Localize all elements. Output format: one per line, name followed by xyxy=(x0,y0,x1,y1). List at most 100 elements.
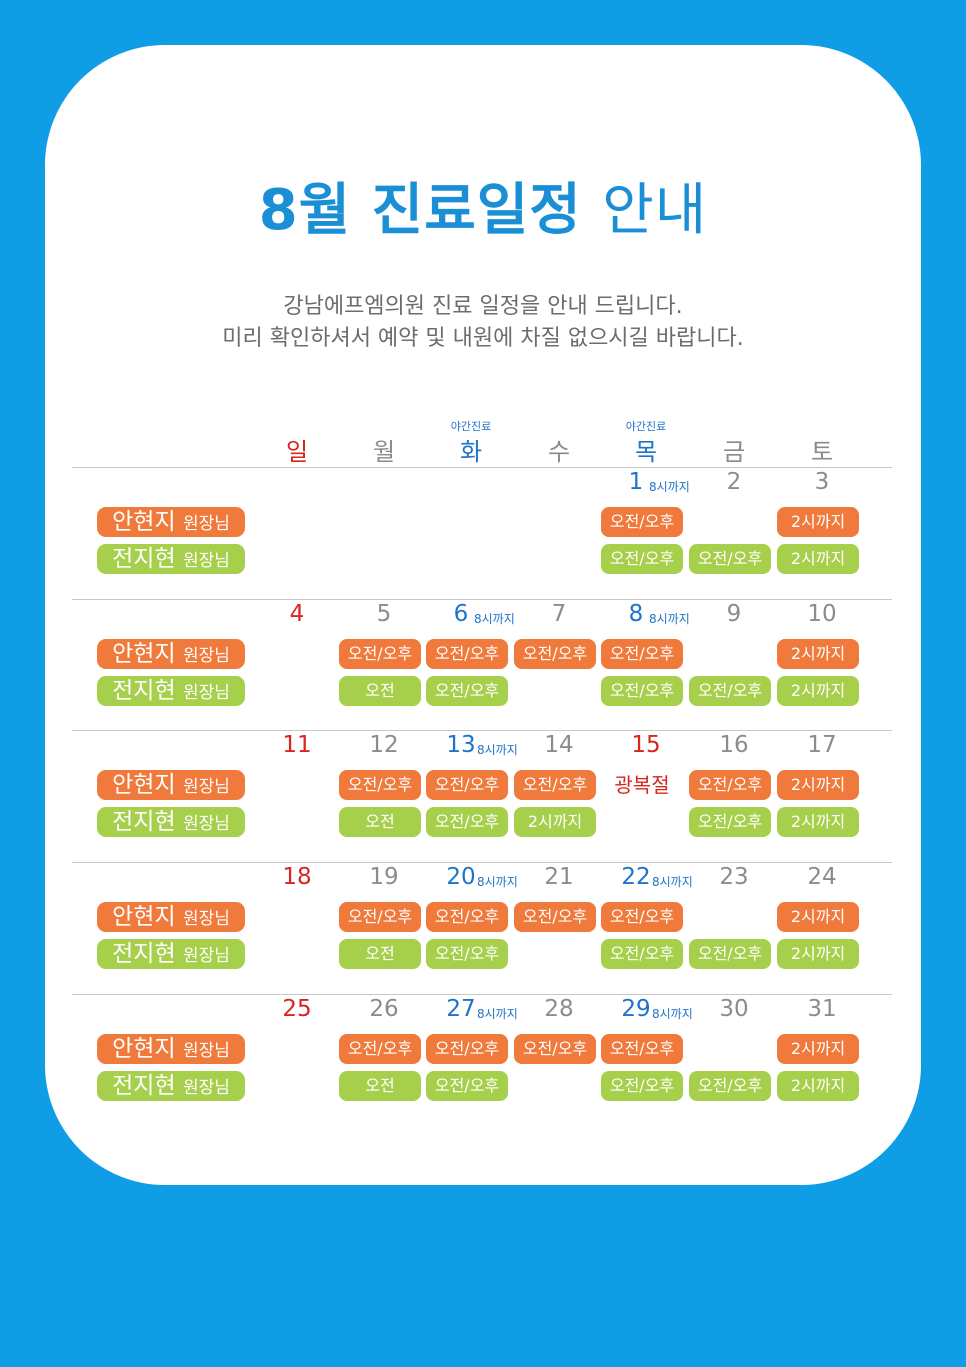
schedule-pill: 오전/오후 xyxy=(339,770,421,800)
day-number: 6 xyxy=(453,601,469,627)
doctor-name: 전지현 xyxy=(112,941,176,967)
schedule-pill: 오전/오후 xyxy=(339,1034,421,1064)
schedule-pill: 오전/오후 xyxy=(689,676,771,706)
night-clinic-label: 야간진료 xyxy=(625,420,667,433)
schedule-pill: 오전/오후 xyxy=(601,676,683,706)
page-title: 8월 진료일정 안내 xyxy=(0,165,966,246)
night-hours-note: 8시까지 xyxy=(477,875,518,889)
day-number: 24 xyxy=(807,864,837,890)
day-number: 27 xyxy=(446,996,476,1022)
doctor-title: 원장님 xyxy=(182,514,230,534)
day-number: 31 xyxy=(807,996,837,1022)
doctor-name: 전지현 xyxy=(112,678,176,704)
schedule-pill: 오전/오후 xyxy=(689,544,771,574)
schedule-pill: 오전/오후 xyxy=(514,1034,596,1064)
night-hours-note: 8시까지 xyxy=(652,875,693,889)
day-number: 26 xyxy=(369,996,399,1022)
day-number: 20 xyxy=(446,864,476,890)
night-hours-note: 8시까지 xyxy=(474,612,515,626)
schedule-card xyxy=(45,45,921,1185)
doctor-title: 원장님 xyxy=(182,1078,230,1098)
schedule-pill: 오전/오후 xyxy=(514,902,596,932)
schedule-pill: 오전/오후 xyxy=(601,939,683,969)
day-number: 19 xyxy=(369,864,399,890)
day-number: 2 xyxy=(726,469,742,495)
schedule-pill: 오전/오후 xyxy=(514,770,596,800)
schedule-pill: 2시까지 xyxy=(777,544,859,574)
night-hours-note: 8시까지 xyxy=(477,1007,518,1021)
doctor-label: 전지현 원장님 xyxy=(97,1071,245,1101)
day-number: 16 xyxy=(719,732,749,758)
day-number: 21 xyxy=(544,864,574,890)
schedule-pill: 오전 xyxy=(339,939,421,969)
doctor-name: 안현지 xyxy=(112,904,176,930)
schedule-pill: 오전/오후 xyxy=(601,507,683,537)
doctor-label: 전지현 원장님 xyxy=(97,544,245,574)
day-number: 30 xyxy=(719,996,749,1022)
day-number: 28 xyxy=(544,996,574,1022)
day-number: 18 xyxy=(282,864,312,890)
schedule-pill: 오전/오후 xyxy=(601,1034,683,1064)
weekday-5: 금 xyxy=(722,438,746,466)
weekday-4: 목 xyxy=(634,438,658,466)
schedule-pill: 오전/오후 xyxy=(601,902,683,932)
schedule-pill: 오전/오후 xyxy=(689,1071,771,1101)
day-number: 5 xyxy=(376,601,392,627)
day-number: 17 xyxy=(807,732,837,758)
doctor-name: 안현지 xyxy=(112,1036,176,1062)
day-number: 22 xyxy=(621,864,651,890)
schedule-pill: 2시까지 xyxy=(777,507,859,537)
doctor-title: 원장님 xyxy=(182,814,230,834)
week-separator xyxy=(72,862,892,863)
schedule-pill: 오전/오후 xyxy=(601,639,683,669)
weekday-6: 토 xyxy=(810,438,834,466)
doctor-name: 안현지 xyxy=(112,641,176,667)
day-number: 10 xyxy=(807,601,837,627)
day-number: 11 xyxy=(282,732,312,758)
day-number: 14 xyxy=(544,732,574,758)
schedule-pill: 오전/오후 xyxy=(601,544,683,574)
schedule-pill: 2시까지 xyxy=(777,770,859,800)
schedule-pill: 오전/오후 xyxy=(426,1034,508,1064)
weekday-0: 일 xyxy=(285,438,309,466)
day-number: 29 xyxy=(621,996,651,1022)
doctor-name: 안현지 xyxy=(112,772,176,798)
doctor-title: 원장님 xyxy=(182,1041,230,1061)
schedule-pill: 오전/오후 xyxy=(689,939,771,969)
schedule-pill: 오전/오후 xyxy=(601,1071,683,1101)
week-separator xyxy=(72,730,892,731)
day-number: 12 xyxy=(369,732,399,758)
schedule-pill: 오전/오후 xyxy=(339,902,421,932)
schedule-pill: 2시까지 xyxy=(777,676,859,706)
doctor-label: 안현지 원장님 xyxy=(97,639,245,669)
doctor-label: 전지현 원장님 xyxy=(97,939,245,969)
day-number: 4 xyxy=(289,601,305,627)
schedule-pill: 오전/오후 xyxy=(426,807,508,837)
schedule-pill: 2시까지 xyxy=(777,939,859,969)
title-light: 안내 xyxy=(602,178,708,243)
doctor-title: 원장님 xyxy=(182,909,230,929)
doctor-title: 원장님 xyxy=(182,777,230,797)
schedule-pill: 오전/오후 xyxy=(426,676,508,706)
schedule-pill: 오전 xyxy=(339,1071,421,1101)
night-hours-note: 8시까지 xyxy=(649,480,690,494)
schedule-pill: 2시까지 xyxy=(777,1071,859,1101)
intro-line-1: 강남에프엠의원 진료 일정을 안내 드립니다. xyxy=(283,294,683,319)
schedule-pill: 오전/오후 xyxy=(426,770,508,800)
day-number: 25 xyxy=(282,996,312,1022)
doctor-label: 전지현 원장님 xyxy=(97,807,245,837)
doctor-label: 전지현 원장님 xyxy=(97,676,245,706)
schedule-pill: 오전/오후 xyxy=(689,807,771,837)
day-number: 9 xyxy=(726,601,742,627)
day-number: 1 xyxy=(628,469,644,495)
doctor-label: 안현지 원장님 xyxy=(97,1034,245,1064)
schedule-pill: 오전/오후 xyxy=(339,639,421,669)
doctor-name: 전지현 xyxy=(112,1073,176,1099)
day-number: 23 xyxy=(719,864,749,890)
schedule-pill: 오전/오후 xyxy=(426,939,508,969)
holiday-label: 광복절 xyxy=(614,773,670,797)
week-separator xyxy=(72,994,892,995)
doctor-label: 안현지 원장님 xyxy=(97,902,245,932)
doctor-name: 전지현 xyxy=(112,809,176,835)
doctor-title: 원장님 xyxy=(182,551,230,571)
